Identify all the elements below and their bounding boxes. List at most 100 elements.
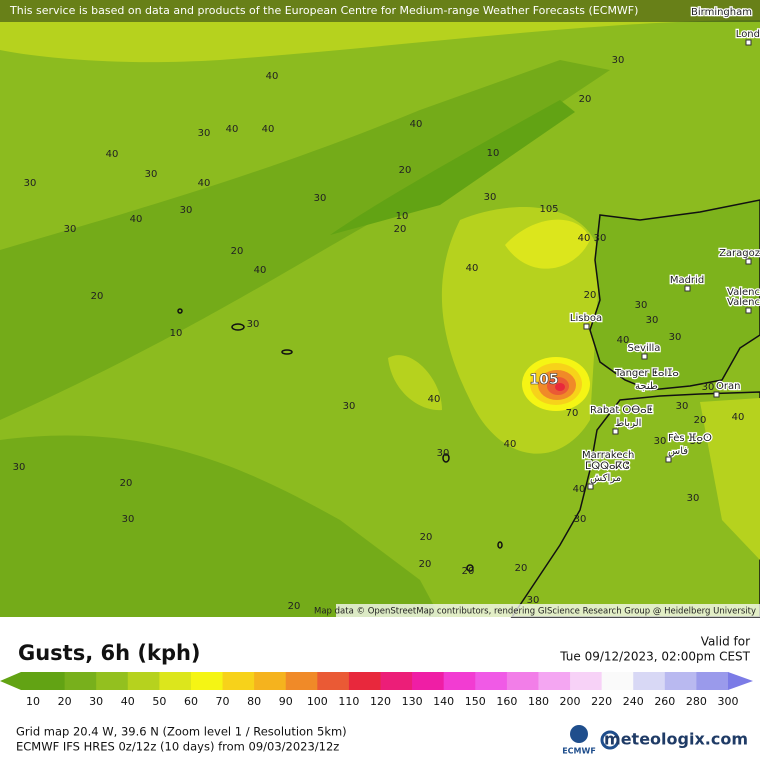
colorbar-label: 260 (654, 695, 675, 708)
colorbar-cell (222, 672, 255, 690)
city-dot (713, 391, 720, 398)
contour-label: 30 (343, 401, 356, 412)
band (388, 355, 442, 411)
contour-label: 20 (579, 94, 592, 105)
city-dot (587, 483, 594, 490)
colorbar-label: 280 (686, 695, 707, 708)
colorbar-cell (285, 672, 318, 690)
colorbar-label: 50 (152, 695, 166, 708)
contour-label: 20 (399, 165, 412, 176)
city-label: ⵎⵕⵕⴰⴽⵛ (585, 461, 629, 472)
footer-grid: Grid map 20.4 W, 39.6 N (Zoom level 1 / … (16, 725, 347, 739)
contour-label: 20 (419, 559, 432, 570)
colorbar-arrow (728, 672, 753, 690)
contour-label: 40 (226, 124, 239, 135)
ecmwf-text: ECMWF (562, 747, 596, 756)
colorbar-label: 40 (121, 695, 135, 708)
contour-label: 30 (687, 493, 700, 504)
attribution-bg (336, 604, 760, 617)
city-dot (745, 258, 752, 265)
city-label: Tanger ⵟⴰⵏⵊⴰ (614, 368, 679, 379)
contour-label: 30 (654, 436, 667, 447)
band (0, 60, 610, 420)
contour-label: 40 (130, 214, 143, 225)
contour-label: 20 (91, 291, 104, 302)
city-label: Oran (716, 381, 740, 392)
colorbar-cell (443, 672, 476, 690)
colorbar-cell (254, 672, 287, 690)
band (330, 100, 575, 235)
contour-label: 30 (24, 178, 37, 189)
colorbar-label: 130 (402, 695, 423, 708)
contour-label: 105 (539, 204, 558, 215)
city-dot (745, 307, 752, 314)
contour-label: 20 (120, 478, 133, 489)
colorbar-label: 100 (307, 695, 328, 708)
colorbar-label: 10 (26, 695, 40, 708)
brand-logo (600, 730, 620, 750)
colorbar-cell (601, 672, 634, 690)
contour-label: 30 (247, 319, 260, 330)
colorbar-label: 20 (58, 695, 72, 708)
colorbar-cell (380, 672, 413, 690)
colorbar-cell (633, 672, 666, 690)
contour-label: 20 (288, 601, 301, 612)
contour-label: 70 (566, 408, 579, 419)
colorbar-label: 90 (279, 695, 293, 708)
colorbar-label: 160 (496, 695, 517, 708)
contour-label: 30 (594, 233, 607, 244)
contour-label: 40 (106, 149, 119, 160)
ecmwf-logo (570, 725, 588, 743)
storm (522, 357, 590, 411)
city-label: Lisboa (570, 313, 602, 324)
contour-label: 20 (694, 415, 707, 426)
city-dot (583, 323, 590, 330)
colorbar-label: 70 (216, 695, 230, 708)
city-label: فاس (668, 446, 688, 457)
contour-label: 20 (515, 563, 528, 574)
contour-label: 30 (574, 514, 587, 525)
colorbar-cell (190, 672, 224, 690)
colorbar-cell (33, 672, 66, 690)
contour-label: 20 (462, 566, 475, 577)
colorbar-cell (348, 672, 381, 690)
contour-label: 30 (198, 128, 211, 139)
city-label: Valenc (727, 297, 760, 308)
colorbar-cell (317, 672, 350, 690)
city-label: Zaragoz (719, 248, 760, 259)
contour-label: 40 (617, 335, 630, 346)
colorbar-cell (64, 672, 97, 690)
contour-label: 10 (170, 328, 183, 339)
contour-label: 40 (578, 233, 591, 244)
colorbar-label: 80 (247, 695, 261, 708)
colorbar-label: 110 (338, 695, 359, 708)
contour-label: 30 (676, 401, 689, 412)
city-label: Fès ⴼⴰⵙ (668, 432, 712, 444)
contour-label: 30 (180, 205, 193, 216)
colorbar-cell (412, 672, 445, 690)
contour-label: 30 (145, 169, 158, 180)
storm-label: 105 (529, 372, 558, 388)
contour-label: 30 (437, 448, 450, 459)
legend-title: Gusts, 6h (kph) (18, 641, 201, 665)
colorbar-cell (127, 672, 160, 690)
city-label: Rabat ⵔⴱⴰⵟ (590, 405, 653, 416)
colorbar: 10 20 30 40 50 60 70 80 90 100 110 120 130 140 150 160 1… (0, 672, 753, 708)
contour-label: 40 (573, 484, 586, 495)
contour-label: 20 (420, 532, 433, 543)
contour-label: 30 (690, 436, 703, 447)
colorbar-label: 150 (465, 695, 486, 708)
colorbar-label: 300 (718, 695, 739, 708)
contour-label: 30 (646, 315, 659, 326)
contour-label: 40 (262, 124, 275, 135)
colorbar-cell (475, 672, 508, 690)
footer-model: ECMWF IFS HRES 0z/12z (10 days) from 09/… (16, 740, 339, 754)
contour-label: 40 (198, 178, 211, 189)
colorbar-cell (96, 672, 129, 690)
contour-label: 40 (466, 263, 479, 274)
contour-label: 30 (314, 193, 327, 204)
contour-label: 30 (527, 595, 540, 606)
city-dot (745, 39, 752, 46)
contour-label: 30 (669, 332, 682, 343)
